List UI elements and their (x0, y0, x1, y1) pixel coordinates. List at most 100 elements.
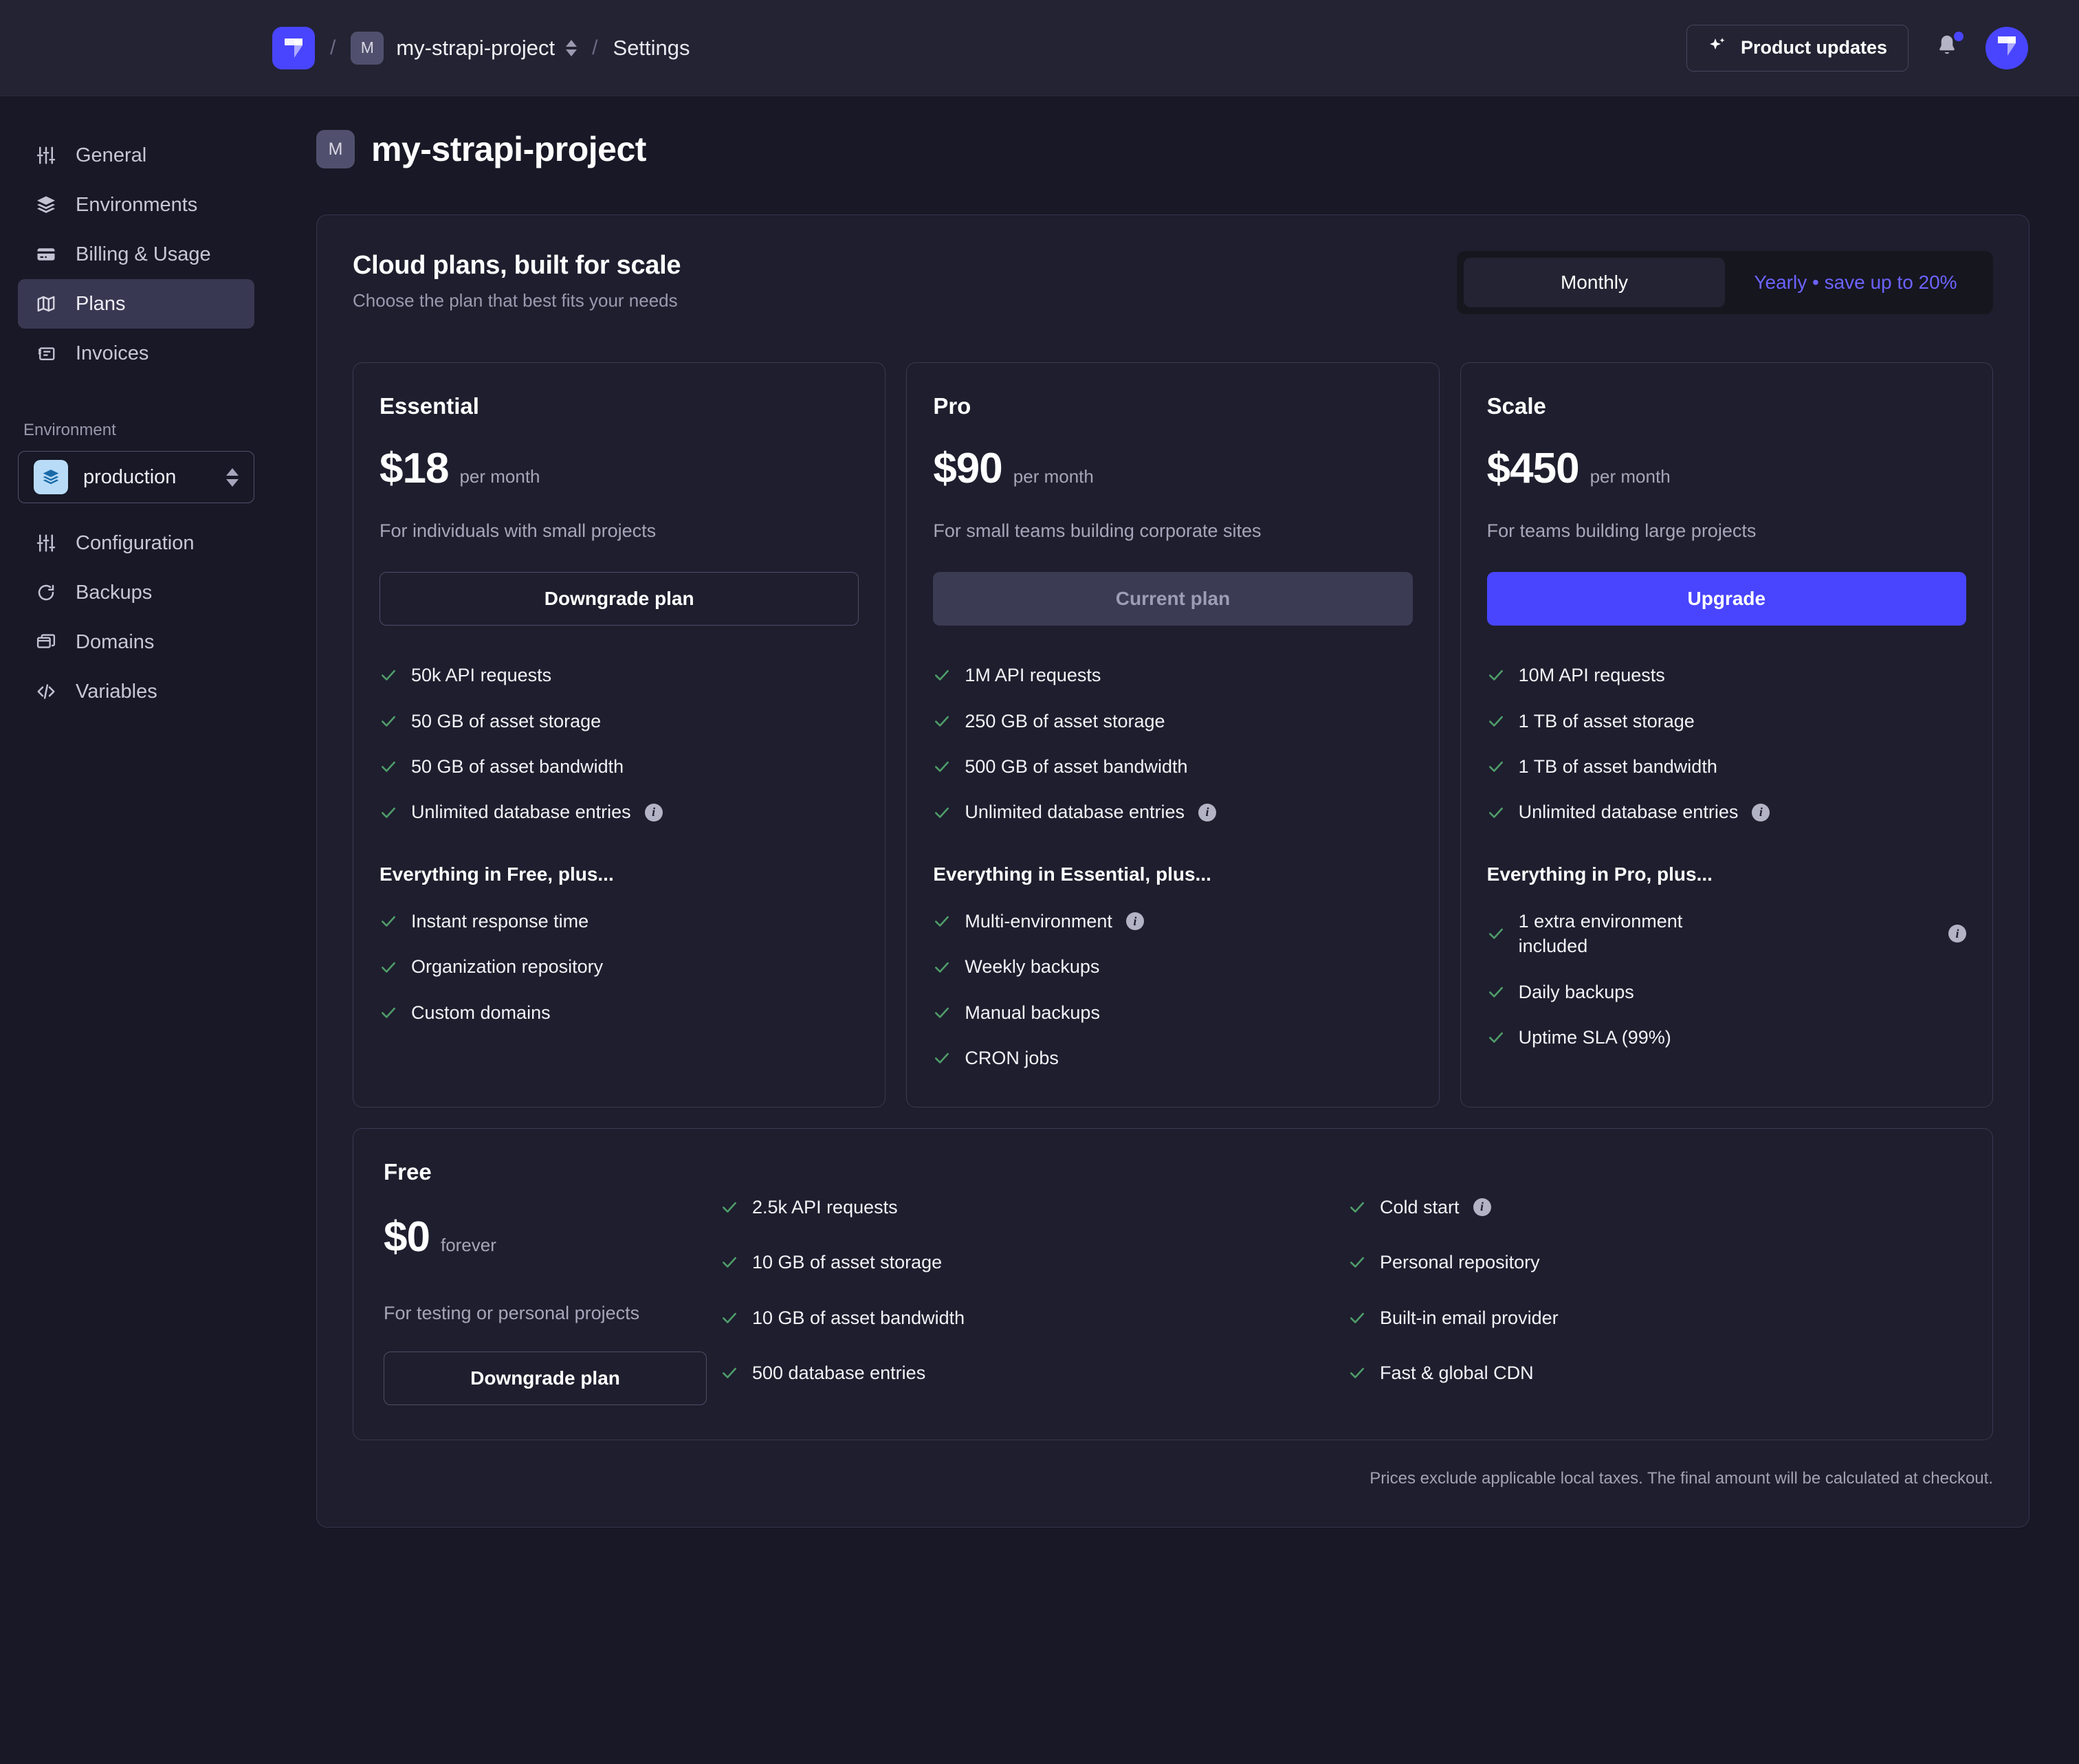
plans-heading: Cloud plans, built for scale (353, 251, 681, 280)
feature-label: 10M API requests (1518, 665, 1665, 686)
check-icon (1487, 804, 1505, 822)
plan-cta-button[interactable]: Downgrade plan (384, 1351, 707, 1405)
feature-label: Instant response time (411, 910, 589, 931)
sidebar-item-label: Invoices (76, 342, 149, 364)
feature-item: 250 GB of asset storage (933, 709, 1412, 734)
map-icon (34, 292, 58, 316)
check-icon (380, 712, 397, 730)
info-icon[interactable]: i (1948, 925, 1966, 943)
sidebar-item-general[interactable]: General (18, 131, 254, 180)
info-icon[interactable]: i (1473, 1198, 1491, 1216)
feature-item: Personal repository (1348, 1250, 1962, 1275)
plans-panel-header: Cloud plans, built for scale Choose the … (353, 251, 1993, 314)
product-updates-label: Product updates (1740, 37, 1887, 58)
check-icon (1487, 712, 1505, 730)
bell-icon (1935, 34, 1959, 62)
chevron-updown-icon (226, 467, 239, 487)
feature-label: 2.5k API requests (752, 1196, 898, 1217)
sidebar-item-configuration[interactable]: Configuration (18, 518, 254, 568)
toggle-monthly[interactable]: Monthly (1464, 258, 1725, 307)
feature-item: 50 GB of asset bandwidth (380, 754, 859, 779)
check-icon (1487, 925, 1505, 942)
check-icon (1348, 1309, 1366, 1327)
project-switcher-icon[interactable] (566, 39, 578, 56)
feature-label: Daily backups (1518, 981, 1634, 1002)
check-icon (933, 1049, 951, 1067)
feature-item: Custom domains (380, 1000, 859, 1025)
code-icon (34, 680, 58, 703)
feature-label: 10 GB of asset storage (752, 1252, 943, 1273)
feature-label: Unlimited database entries (411, 802, 631, 823)
plan-cta-button[interactable]: Downgrade plan (380, 572, 859, 626)
breadcrumb-settings[interactable]: Settings (613, 35, 690, 60)
check-icon (720, 1198, 738, 1216)
avatar[interactable] (1986, 26, 2028, 69)
feature-label: 1 TB of asset storage (1518, 710, 1695, 731)
notifications-button[interactable] (1932, 30, 1964, 66)
check-icon (1487, 666, 1505, 684)
plan-card-pro: Pro $90 per month For small teams buildi… (906, 362, 1440, 1107)
breadcrumb-separator-2: / (592, 36, 598, 59)
product-updates-button[interactable]: Product updates (1686, 24, 1908, 71)
sidebar-item-backups[interactable]: Backups (18, 568, 254, 617)
environment-section-label: Environment (23, 421, 116, 439)
plan-cta-button[interactable]: Current plan (933, 572, 1413, 626)
feature-item: 2.5k API requests (720, 1195, 1334, 1220)
toggle-yearly[interactable]: Yearly • save up to 20% (1754, 272, 1957, 293)
feature-label: Unlimited database entries (965, 802, 1185, 823)
feature-label: 500 GB of asset bandwidth (965, 756, 1188, 778)
feature-item: Uptime SLA (99%) (1487, 1025, 1966, 1050)
feature-label: Custom domains (411, 1002, 551, 1023)
feature-item: 10M API requests (1487, 663, 1966, 687)
sidebar-item-variables[interactable]: Variables (18, 667, 254, 716)
feature-label: CRON jobs (965, 1048, 1059, 1069)
sidebar-item-billing-usage[interactable]: Billing & Usage (18, 230, 254, 279)
free-feature-column-1: 2.5k API requests 10 GB of asset storage… (720, 1159, 1334, 1405)
feature-item: CRON jobs (933, 1046, 1412, 1070)
plan-description: For individuals with small projects (380, 520, 657, 541)
plan-feature-list: 50k API requests 50 GB of asset storage … (380, 663, 859, 825)
check-icon (1487, 983, 1505, 1001)
check-icon (933, 958, 951, 976)
feature-label: Manual backups (965, 1002, 1100, 1023)
check-icon (380, 912, 397, 930)
sidebar-item-environments[interactable]: Environments (18, 180, 254, 230)
environment-sub-nav: Configuration Backups (0, 518, 272, 716)
sidebar-item-invoices[interactable]: Invoices (18, 329, 254, 378)
feature-item: Weekly backups (933, 954, 1412, 979)
top-bar: / M my-strapi-project / Settings Product… (0, 0, 2079, 96)
feature-item: Instant response time (380, 909, 859, 934)
info-icon[interactable]: i (1752, 803, 1770, 822)
sidebar-item-plans[interactable]: Plans (18, 279, 254, 329)
environment-select[interactable]: production (18, 451, 254, 503)
feature-label: Organization repository (411, 956, 604, 978)
sidebar-item-domains[interactable]: Domains (18, 617, 254, 667)
receipt-icon (34, 342, 58, 365)
plan-price-unit: per month (459, 466, 540, 487)
check-icon (933, 758, 951, 775)
plan-cta-button[interactable]: Upgrade (1486, 572, 1966, 626)
plan-name: Free (384, 1158, 432, 1184)
sliders-icon (34, 531, 58, 555)
plan-price: $0 (384, 1213, 430, 1261)
plan-extra-feature-list: Multi-environment i Weekly backups Manua… (933, 909, 1412, 1071)
check-icon (1348, 1364, 1366, 1382)
plan-everything-label: Everything in Free, plus... (380, 863, 614, 885)
check-icon (380, 666, 397, 684)
feature-label: Weekly backups (965, 956, 1100, 978)
feature-label: 1M API requests (965, 665, 1101, 686)
sidebar-item-label: Environments (76, 193, 198, 216)
sidebar-item-label: Domains (76, 630, 155, 653)
feature-label: Fast & global CDN (1380, 1362, 1534, 1383)
breadcrumb-separator-1: / (330, 36, 336, 59)
plan-description: For testing or personal projects (384, 1302, 640, 1323)
info-icon[interactable]: i (644, 803, 663, 822)
main-content: M my-strapi-project Cloud plans, built f… (272, 96, 2079, 1528)
check-icon (720, 1253, 738, 1271)
plan-everything-label: Everything in Essential, plus... (933, 863, 1211, 885)
info-icon[interactable]: i (1125, 912, 1144, 931)
info-icon[interactable]: i (1198, 803, 1217, 822)
breadcrumb-project-name[interactable]: my-strapi-project (396, 35, 556, 60)
strapi-logo-icon[interactable] (272, 26, 315, 69)
feature-label: 1 TB of asset bandwidth (1518, 756, 1717, 778)
